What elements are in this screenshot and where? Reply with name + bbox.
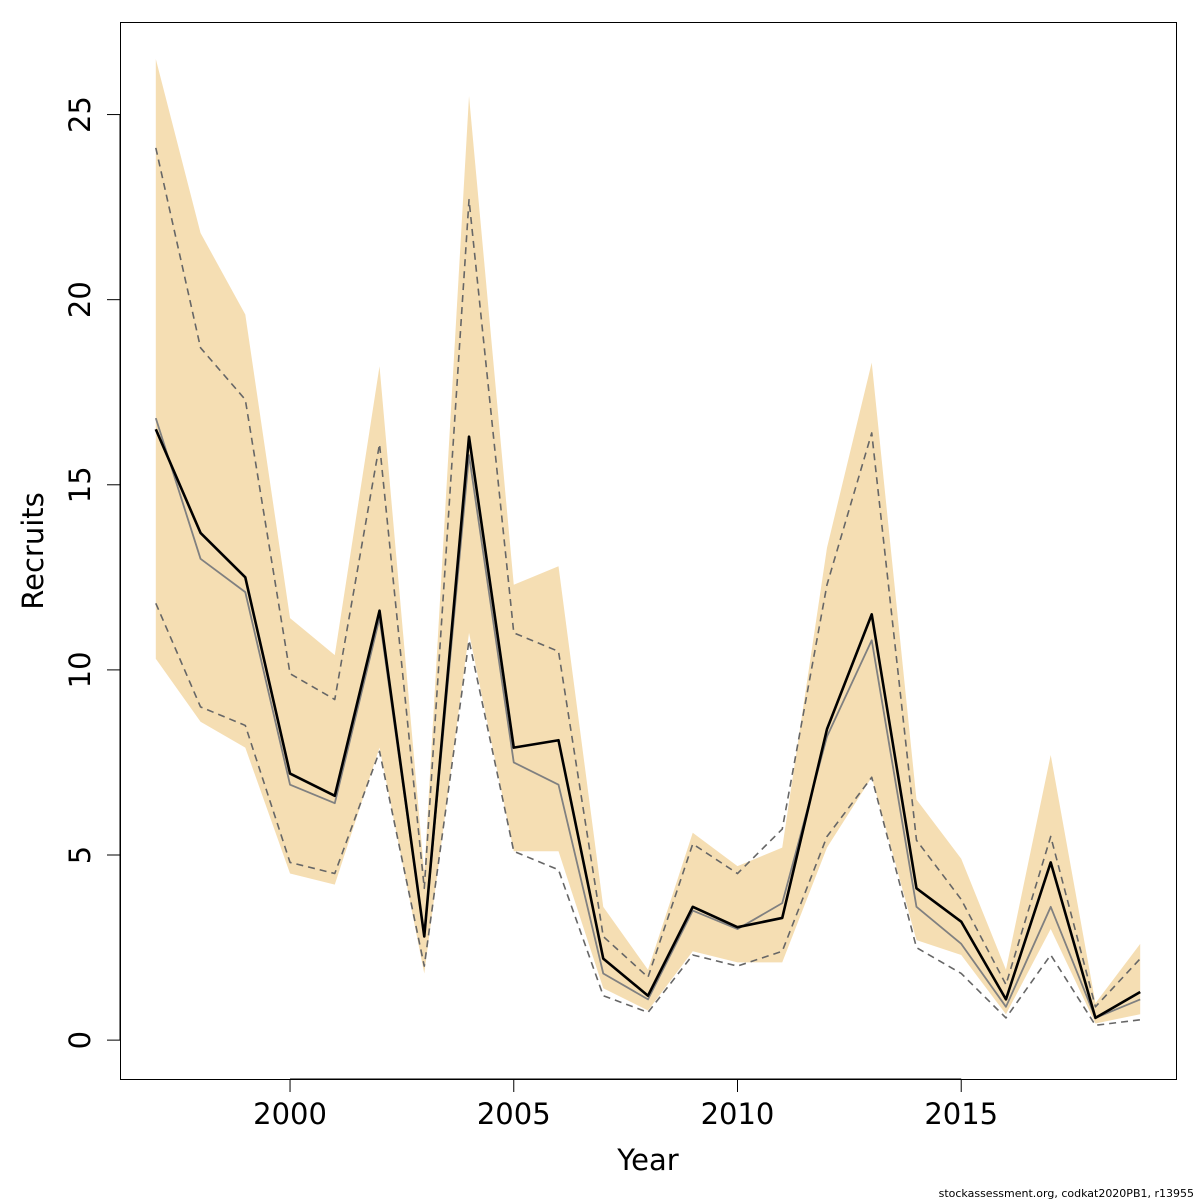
- y-tick-label: 5: [63, 846, 97, 864]
- y-tick-label: 20: [63, 281, 97, 318]
- x-tick-label: 2010: [701, 1097, 775, 1131]
- x-axis-title: Year: [616, 1143, 678, 1177]
- y-axis-title: Recruits: [16, 492, 50, 609]
- y-tick-label: 15: [63, 466, 97, 503]
- comparison-upper-dashed-line: [155, 147, 1141, 1008]
- y-tick-label: 0: [63, 1031, 97, 1049]
- confidence-band-layer: [155, 59, 1141, 1024]
- estimate-line: [154, 428, 1141, 1020]
- x-tick-label: 2005: [477, 1097, 551, 1131]
- x-tick-label: 2015: [924, 1097, 998, 1131]
- y-axis: 0 5 10 15 20 25: [63, 96, 121, 1049]
- comparison-lower-dashed-line: [155, 602, 1141, 1027]
- confidence-band: [155, 59, 1141, 1024]
- x-axis: 2000 2005 2010 2015: [253, 1078, 998, 1131]
- y-tick-label: 10: [63, 651, 97, 688]
- series-lines-layer: [154, 147, 1141, 1027]
- comparison-line: [154, 417, 1141, 1019]
- y-tick-label: 25: [63, 96, 97, 133]
- x-tick-label: 2000: [253, 1097, 327, 1131]
- credit-text: stockassessment.org, codkat2020PB1, r139…: [939, 1187, 1194, 1200]
